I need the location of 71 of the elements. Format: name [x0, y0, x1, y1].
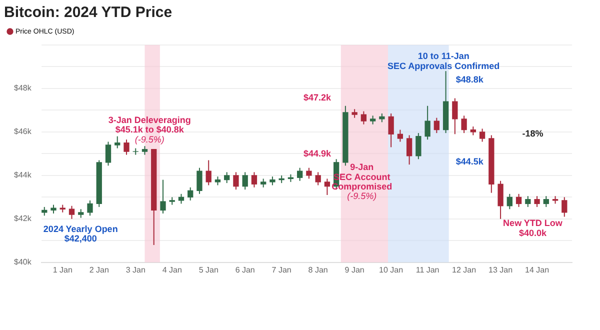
annotation: $42,400	[64, 234, 97, 244]
x-tick-label: 9 Jan	[344, 265, 364, 274]
candlestick	[479, 128, 486, 142]
annotation: 10 to 11-Jan	[418, 51, 470, 62]
annotation: New YTD Low	[503, 218, 564, 228]
x-tick-label: 7 Jan	[272, 265, 292, 274]
x-tick-label: 8 Jan	[308, 265, 328, 274]
x-tick-label: 5 Jan	[198, 265, 218, 274]
y-tick-label: $40k	[14, 258, 32, 267]
candlestick	[525, 196, 531, 208]
x-tick-label: 2 Jan	[89, 265, 109, 274]
annotation: $45.1k to $40.8k	[115, 124, 185, 134]
y-tick-label: $48k	[14, 84, 32, 93]
candlestick	[506, 193, 512, 210]
x-tick-label: 11 Jan	[416, 265, 440, 274]
candlestick	[188, 186, 194, 201]
candlestick	[516, 193, 522, 208]
candlestick	[406, 134, 412, 166]
candlestick	[87, 200, 93, 216]
y-tick-label: $42k	[14, 214, 32, 224]
x-tick-label: 1 Jan	[52, 265, 72, 274]
candlestick	[105, 141, 112, 166]
candlestick	[452, 98, 458, 135]
chart-title: Bitcoin: 2024 YTD Price	[4, 4, 172, 22]
annotation: 9-Jan	[350, 162, 374, 172]
candlestick	[196, 167, 202, 194]
candlestick	[297, 167, 303, 182]
candlestick	[315, 172, 321, 186]
annotation: (-9.5%)	[134, 134, 164, 144]
candlestick	[461, 115, 467, 134]
annotation: 2024 Yearly Open	[43, 224, 118, 234]
annotation: $44.9k	[304, 148, 332, 159]
candlestick	[206, 160, 212, 186]
annotation: $44.5k	[456, 156, 484, 166]
annotation: $40.0k	[518, 228, 548, 238]
candlestick	[178, 193, 184, 204]
x-tick-label: 12 Jan	[452, 265, 476, 274]
candlestick	[360, 110, 367, 125]
candlestick	[498, 180, 504, 220]
candlestick	[324, 178, 330, 196]
x-tick-label: 14 Jan	[525, 265, 550, 274]
candlestick	[424, 105, 430, 140]
candlestick	[434, 117, 440, 134]
candlestick	[114, 136, 120, 149]
candlestick	[534, 196, 540, 208]
candlestick	[388, 112, 394, 148]
candlestick	[416, 132, 422, 160]
x-tick-label: 10 Jan	[379, 265, 404, 274]
y-tick-label: $46k	[14, 127, 32, 136]
annotation: $47.2k	[304, 92, 332, 103]
x-tick-label: 13 Jan	[488, 265, 513, 274]
candlestick	[160, 179, 166, 214]
candlestick	[251, 172, 258, 188]
annotation: (-9.5%)	[347, 191, 377, 202]
annotation: SEC Approvals Confirmed	[387, 60, 500, 71]
candlestick	[397, 129, 404, 142]
candlestick	[543, 196, 549, 208]
candlestick	[562, 196, 568, 218]
candlestick	[306, 167, 312, 180]
annotation: 3-Jan Deleveraging	[108, 114, 191, 125]
annotation: $48.8k	[456, 74, 484, 84]
candlestick	[233, 172, 239, 190]
x-tick-label: 3 Jan	[126, 265, 146, 274]
candlestick	[124, 139, 130, 156]
candlestick	[242, 172, 248, 190]
annotation: -18%	[522, 128, 544, 138]
candlestick	[224, 172, 230, 184]
x-tick-label: 4 Jan	[162, 265, 182, 274]
x-tick-label: 6 Jan	[235, 265, 255, 274]
y-tick-label: $44k	[14, 170, 32, 180]
candlestick	[68, 205, 75, 220]
